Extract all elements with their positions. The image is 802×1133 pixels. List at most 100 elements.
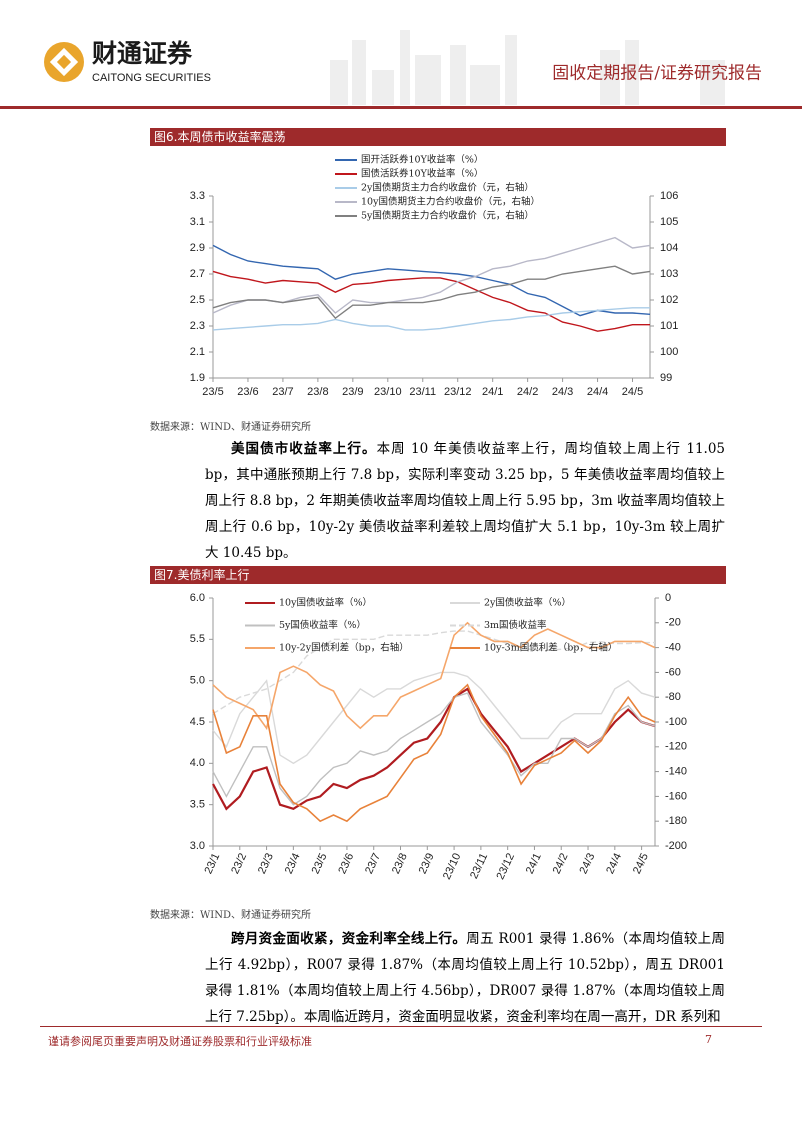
y-tick-label: 2.9 [190, 242, 205, 254]
legend-label: 10y国债期货主力合约收盘价（元，右轴） [361, 196, 540, 208]
legend-label: 5y国债收益率（%） [279, 619, 366, 631]
paragraph-text: 周五 R001 录得 1.86%（本周均值较上周上行 4.92bp），R007 … [205, 931, 726, 1025]
y2-tick-label: -120 [665, 741, 687, 753]
x-tick-label: 23/10 [441, 851, 464, 881]
paragraph-text: 本周 10 年美债收益率上行，周均值较上周上行 11.05 bp，其中通胀预期上… [205, 441, 725, 561]
series-line [212, 307, 650, 331]
legend-label: 10y-2y国债利差（bp，右轴） [279, 642, 409, 654]
x-tick-label: 23/6 [336, 851, 356, 875]
legend-label: 国债活跃券10Y收益率（%） [361, 168, 483, 180]
header: 财通证券 CAITONG SECURITIES 固收定期报告/证券研究报告 [0, 30, 802, 109]
y-tick-label: 1.9 [190, 372, 205, 384]
y-tick-label: 3.1 [190, 216, 205, 228]
x-tick-label: 23/5 [310, 851, 330, 875]
y2-tick-label: -160 [665, 790, 687, 802]
legend-label: 3m国债收益率 [484, 619, 547, 631]
source: 数据来源：WIND、财通证券研究所 [150, 422, 311, 433]
series-line [212, 692, 656, 806]
x-tick-label: 24/4 [604, 851, 624, 875]
y2-tick-label: -80 [665, 691, 681, 703]
x-tick-label: 23/12 [444, 386, 472, 398]
paragraph-lead: 美国债市收益率上行。 [231, 441, 377, 457]
series-line [212, 671, 656, 765]
x-tick-label: 23/4 [283, 851, 303, 875]
x-tick-label: 24/1 [524, 851, 544, 875]
x-tick-label: 24/5 [631, 851, 651, 875]
x-tick-label: 24/3 [552, 386, 573, 398]
y2-tick-label: -180 [665, 815, 687, 827]
series-line [212, 621, 656, 731]
legend-label: 10y-3m国债利差（bp，右轴） [484, 642, 617, 654]
y-tick-label: 2.1 [190, 346, 205, 358]
y2-tick-label: 0 [665, 592, 671, 604]
skyline [330, 30, 725, 105]
y-tick-label: 3.3 [190, 190, 205, 202]
y2-tick-label: 101 [660, 320, 678, 332]
y-tick-label: 5.5 [190, 633, 205, 645]
figure-title: 图7.美债利率上行 [150, 566, 726, 584]
chart: 1.9 2.1 2.3 2.5 2.7 2.9 3.1 3.3 99 100 101 102 103 10… [190, 154, 679, 398]
y2-tick-label: -200 [665, 840, 687, 852]
y-tick-label: 3.5 [190, 799, 205, 811]
y-tick-label: 4.5 [190, 716, 205, 728]
y2-tick-label: 103 [660, 268, 678, 280]
y2-tick-label: -100 [665, 716, 687, 728]
y2-tick-label: 106 [660, 190, 678, 202]
x-tick-label: 23/9 [417, 851, 437, 875]
figure-title: 图6.本周债市收益率震荡 [150, 128, 726, 146]
y2-tick-label: -60 [665, 666, 681, 678]
x-tick-label: 23/8 [390, 851, 410, 875]
x-tick-label: 23/1 [202, 851, 222, 875]
x-tick-label: 23/6 [237, 386, 258, 398]
x-tick-label: 23/12 [495, 851, 518, 881]
report-type: 固收定期报告/证券研究报告 [552, 64, 762, 84]
logo [44, 42, 84, 82]
x-tick-label: 23/9 [342, 386, 363, 398]
series-line [212, 265, 651, 320]
x-tick-label: 24/2 [551, 851, 571, 875]
x-tick-label: 23/5 [202, 386, 223, 398]
legend-label: 2y国债收益率（%） [484, 597, 571, 609]
paragraph: 美国债市收益率上行。本周 10 年美债收益率上行，周均值较上周上行 11.05 … [205, 436, 725, 566]
x-tick-label: 23/3 [256, 851, 276, 875]
chart: 3.03.54.04.55.05.56.0-200-180-160-140-12… [190, 592, 687, 882]
x-tick-label: 24/3 [577, 851, 597, 875]
series-line [212, 270, 650, 332]
series-line [212, 683, 656, 823]
y2-tick-label: 99 [660, 372, 672, 384]
legend-label: 5y国债期货主力合约收盘价（元，右轴） [361, 210, 534, 222]
x-tick-label: 24/2 [517, 386, 538, 398]
y2-tick-label: -20 [665, 617, 681, 629]
legend-label: 国开活跃券10Y收益率（%） [361, 154, 483, 166]
y-tick-label: 2.7 [190, 268, 205, 280]
series-line [212, 244, 651, 317]
y2-tick-label: 102 [660, 294, 678, 306]
x-tick-label: 24/5 [622, 386, 643, 398]
x-tick-label: 23/2 [229, 851, 249, 875]
y2-tick-label: 105 [660, 216, 678, 228]
x-tick-label: 23/8 [307, 386, 328, 398]
y-tick-label: 5.0 [190, 675, 205, 687]
y-tick-label: 6.0 [190, 592, 205, 604]
y2-tick-label: -140 [665, 766, 687, 778]
paragraph-lead: 跨月资金面收紧，资金利率全线上行。 [231, 931, 467, 947]
x-tick-label: 23/10 [374, 386, 402, 398]
legend-label: 2y国债期货主力合约收盘价（元，右轴） [361, 182, 534, 194]
y-tick-label: 2.5 [190, 294, 205, 306]
y2-tick-label: 104 [660, 242, 678, 254]
y2-tick-label: -40 [665, 642, 681, 654]
footer-rule [40, 1026, 762, 1027]
source: 数据来源：WIND、财通证券研究所 [150, 910, 311, 921]
y-tick-label: 2.3 [190, 320, 205, 332]
series-line [212, 630, 655, 715]
y-tick-label: 4.0 [190, 757, 205, 769]
y2-tick-label: 100 [660, 346, 678, 358]
company-cn: 财通证券 [92, 39, 193, 68]
footer-disclaimer: 谨请参阅尾页重要声明及财通证券股票和行业评级标准 [48, 1035, 312, 1048]
legend-label: 10y国债收益率（%） [279, 597, 372, 609]
paragraph: 跨月资金面收紧，资金利率全线上行。周五 R001 录得 1.86%（本周均值较上… [205, 926, 725, 1030]
company-en: CAITONG SECURITIES [92, 72, 211, 84]
y-tick-label: 3.0 [190, 840, 205, 852]
x-tick-label: 24/1 [482, 386, 503, 398]
